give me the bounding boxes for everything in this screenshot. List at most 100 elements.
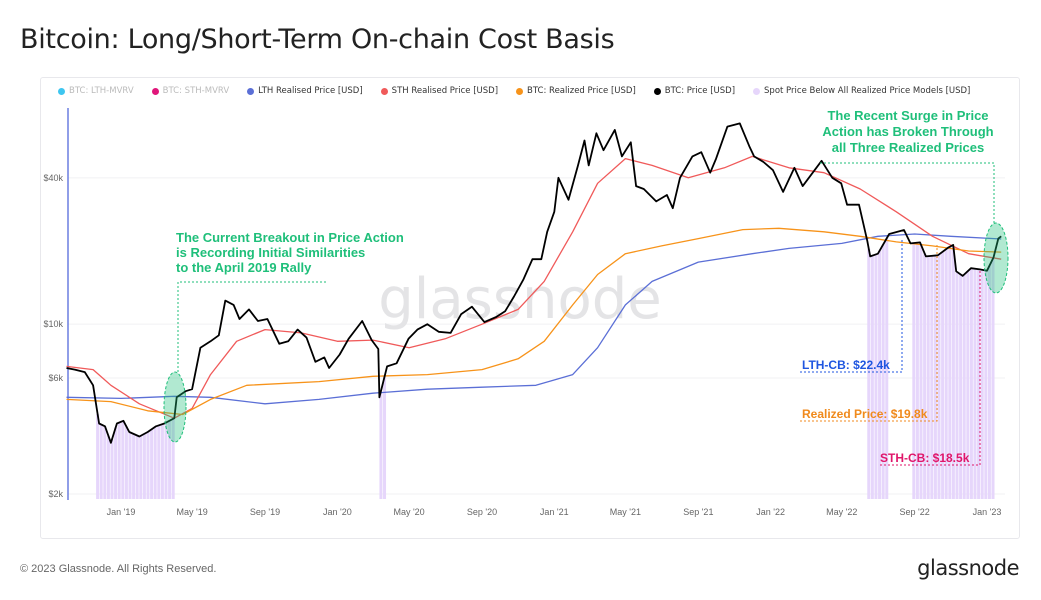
shaded-bar: [941, 251, 945, 499]
legend-item[interactable]: BTC: Realized Price [USD]: [516, 86, 636, 96]
x-tick-label: Jan '19: [107, 507, 136, 517]
legend-dot-icon: [380, 87, 388, 95]
shaded-bar: [991, 258, 995, 499]
shaded-bar: [870, 255, 874, 499]
legend-item[interactable]: BTC: Price [USD]: [653, 86, 736, 96]
legend: BTC: LTH-MVRV BTC: STH-MVRV LTH Realised P…: [58, 86, 970, 96]
legend-label: LTH Realised Price [USD]: [258, 86, 363, 96]
leader-line: [880, 270, 981, 466]
shaded-bar: [878, 250, 882, 499]
shaded-bar: [912, 243, 916, 499]
x-tick-label: Sep '22: [900, 507, 930, 517]
shaded-bar: [103, 426, 107, 499]
series-line: [66, 233, 1002, 405]
x-tick-label: Sep '21: [683, 507, 713, 517]
legend-item[interactable]: Spot Price Below All Realized Price Mode…: [753, 86, 970, 96]
y-tick-label: $40k: [43, 173, 63, 183]
shaded-bar: [153, 426, 157, 499]
series-line: [66, 155, 1002, 419]
shaded-bar: [867, 248, 871, 499]
highlight-ellipse: [983, 222, 1009, 294]
leader-line: [800, 245, 938, 422]
page-title: Bitcoin: Long/Short-Term On-chain Cost B…: [20, 24, 615, 55]
series-line: [66, 227, 1002, 416]
shaded-bar: [160, 424, 164, 499]
shaded-bar: [135, 435, 139, 499]
annotation-text: The Current Breakout in Price Action: [176, 230, 404, 245]
watermark: glassnode: [378, 267, 662, 332]
x-tick-label: May '22: [826, 507, 857, 517]
shaded-bar: [150, 429, 154, 499]
shaded-bar: [987, 265, 991, 499]
annotation-text: is Recording Initial Similarities: [176, 245, 365, 260]
legend-label: Spot Price Below All Realized Price Mode…: [764, 86, 971, 96]
legend-label: BTC: STH-MVRV: [162, 86, 230, 96]
x-tick-label: Jan '20: [323, 507, 352, 517]
legend-dot-icon: [516, 87, 524, 95]
shaded-bar: [973, 268, 977, 499]
legend-label: BTC: Price [USD]: [664, 86, 736, 96]
shaded-bar: [980, 269, 984, 499]
annotation-text: all Three Realized Prices: [832, 140, 984, 155]
shaded-bar: [955, 271, 959, 499]
shaded-bar: [919, 244, 923, 499]
shaded-bar: [117, 422, 121, 499]
shaded-bar: [874, 254, 878, 499]
shaded-bar: [128, 432, 132, 499]
chart-panel: [40, 77, 1020, 539]
shaded-bar: [124, 426, 128, 499]
shaded-bar: [132, 433, 136, 499]
shaded-bar: [944, 249, 948, 499]
legend-label: STH Realised Price [USD]: [391, 86, 499, 96]
y-tick-label: $6k: [48, 373, 63, 383]
lth-cb-label: LTH-CB: $22.4k: [802, 358, 890, 372]
annotation-text: The Recent Surge in Price: [827, 108, 988, 123]
shaded-bar: [383, 376, 387, 499]
shaded-bar: [139, 435, 143, 499]
realized-price-label: Realized Price: $19.8k: [802, 407, 928, 421]
shaded-bar: [881, 244, 885, 499]
legend-item[interactable]: BTC: STH-MVRV: [151, 86, 230, 96]
x-tick-label: May '21: [610, 507, 641, 517]
legend-item[interactable]: LTH Realised Price [USD]: [247, 86, 363, 96]
shaded-bar: [114, 427, 118, 499]
annotation-text: to the April 2019 Rally: [176, 260, 312, 275]
x-tick-label: May '19: [177, 507, 208, 517]
shaded-bar: [157, 425, 161, 499]
shaded-bar: [121, 421, 125, 499]
shaded-bar: [142, 433, 146, 499]
shaded-bar: [926, 256, 930, 499]
legend-item[interactable]: BTC: LTH-MVRV: [58, 86, 134, 96]
shaded-bar: [951, 246, 955, 499]
x-tick-label: Sep '20: [467, 507, 497, 517]
highlight-ellipse: [163, 371, 187, 443]
shaded-bar: [885, 238, 889, 500]
shaded-bar: [110, 439, 114, 499]
legend-label: BTC: Realized Price [USD]: [527, 86, 636, 96]
copyright: © 2023 Glassnode. All Rights Reserved.: [20, 563, 217, 575]
legend-dot-icon: [58, 87, 65, 95]
shaded-bar: [106, 435, 110, 499]
shaded-bar: [99, 424, 103, 499]
legend-dot-icon: [151, 87, 159, 95]
shaded-bar: [164, 422, 168, 499]
legend-label: BTC: LTH-MVRV: [69, 86, 134, 96]
y-tick-label: $10k: [43, 319, 63, 329]
x-tick-label: Jan '23: [973, 507, 1002, 517]
shaded-bar: [915, 242, 919, 499]
shaded-bar: [977, 269, 981, 499]
shaded-bar: [969, 268, 973, 499]
legend-item[interactable]: STH Realised Price [USD]: [380, 86, 499, 96]
legend-dot-icon: [247, 87, 255, 95]
x-tick-label: Jan '21: [540, 507, 569, 517]
x-tick-label: May '20: [393, 507, 424, 517]
series-line: [66, 122, 1002, 444]
shaded-bar: [96, 414, 100, 499]
shaded-bar: [171, 418, 175, 499]
sth-cb-label: STH-CB: $18.5k: [880, 451, 970, 465]
shaded-bar: [962, 274, 966, 499]
shaded-bar: [937, 254, 941, 499]
shaded-bar: [379, 391, 383, 499]
shaded-bar: [930, 255, 934, 499]
